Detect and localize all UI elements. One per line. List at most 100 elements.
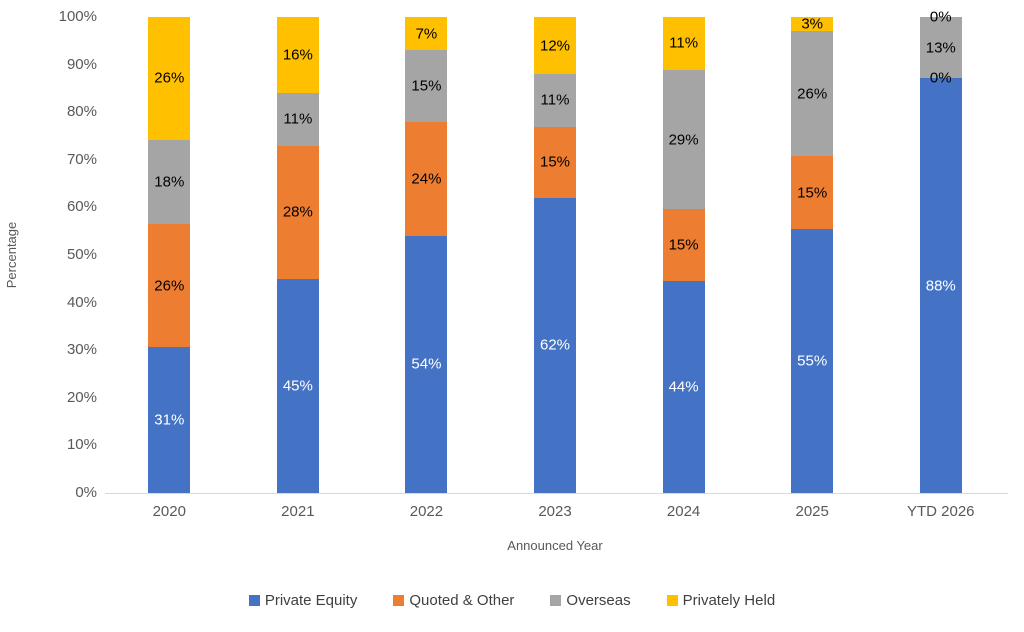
legend-item-privately-held: Privately Held [666,592,776,609]
bar-column-2025: 55% 15% 26% 3% [748,17,877,493]
data-label: 11% [540,91,570,109]
bar-column-ytd-2026: 88% 0% 13% 0% [876,10,1005,493]
stacked-bar-2020: 31% 26% 18% 26% [148,17,191,493]
segment-overseas: 15% [405,50,448,122]
bar-column-2024: 44% 15% 29% 11% [619,17,748,493]
data-label: 29% [668,131,699,149]
y-axis: 0% 10% 20% 30% 40% 50% 60% 70% 80% 90% 100% [0,9,97,501]
data-label: 15% [797,184,828,201]
data-label: 11% [283,110,313,128]
stacked-bar-2023: 62% 15% 11% 12% [534,17,577,493]
plot-area: 31% 26% 18% 26% 45% 28% 11% 16% 54% 24% 15% 7% 62% 15… [105,10,1005,493]
legend-item-quoted-other: Quoted & Other [393,592,514,609]
segment-overseas: 11% [534,74,577,127]
segment-privately-held: 7% [405,17,448,51]
segment-privately-held: 16% [276,17,319,94]
y-axis-tick-0-: 0% [75,484,97,501]
data-label: 12% [540,37,571,55]
x-axis-title: Announced Year [507,538,603,553]
data-label: 15% [411,77,442,95]
data-label: 88% [925,277,956,295]
y-axis-tick-90-: 90% [66,55,97,73]
segment-overseas: 13% [919,17,962,79]
bar-column-2023: 62% 15% 11% 12% [491,17,620,493]
legend-label: Private Equity [264,592,358,609]
x-axis-label-ytd-2026: YTD 2026 [906,503,975,520]
legend-swatch-overseas [550,595,562,606]
data-label: 26% [154,277,185,295]
data-label: 0% [929,69,952,87]
legend-label: Privately Held [682,592,776,609]
segment-privately-held: 3% [791,15,834,33]
legend: Private Equity Quoted & Other Overseas Priv… [0,592,1024,609]
legend-label: Quoted & Other [409,592,515,609]
segment-quoted-other: 15% [791,156,834,229]
data-label: 15% [668,236,699,254]
segment-privately-held: 12% [534,17,577,75]
x-axis-line [105,493,1008,494]
bar-column-2021: 45% 28% 11% 16% [234,17,363,493]
y-axis-tick-60-: 60% [66,198,97,216]
legend-item-overseas: Overseas [550,592,631,609]
stacked-bar-2022: 54% 24% 15% 7% [405,17,448,493]
data-label: 28% [282,203,313,221]
legend-item-private-equity: Private Equity [248,592,358,609]
segment-private-equity: 62% [534,197,577,493]
bar-column-2022: 54% 24% 15% 7% [362,17,491,493]
x-axis-label-2022: 2022 [409,503,444,520]
segment-private-equity: 88% [919,78,962,493]
segment-quoted-other: 26% [148,224,191,347]
segment-private-equity: 55% [791,228,834,493]
y-axis-tick-10-: 10% [66,436,97,454]
x-axis-label-2024: 2024 [666,503,701,520]
data-label: 7% [415,25,438,43]
x-axis-label-2023: 2023 [538,503,572,520]
segment-quoted-other: 15% [534,126,577,198]
data-label: 44% [668,378,699,396]
y-axis-tick-20-: 20% [66,388,97,406]
y-axis-tick-100-: 100% [58,8,97,25]
x-axis-label-2020: 2020 [152,503,186,520]
data-label: 3% [801,15,824,33]
segment-overseas: 26% [791,31,834,157]
legend-label: Overseas [566,592,631,609]
bars-container: 31% 26% 18% 26% 45% 28% 11% 16% 54% 24% 15% 7% 62% 15… [105,10,1005,493]
data-label: 0% [929,8,952,26]
segment-quoted-other: 15% [662,209,705,282]
data-label: 11% [669,34,699,52]
y-axis-tick-80-: 80% [66,103,97,121]
segment-privately-held: 26% [148,17,191,140]
legend-swatch-quoted-other [393,595,405,606]
bar-column-2020: 31% 26% 18% 26% [105,17,234,493]
segment-quoted-other: 24% [405,121,448,236]
segment-private-equity: 31% [148,346,191,493]
y-axis-tick-70-: 70% [66,150,97,168]
data-label: 26% [154,69,185,87]
data-label: 45% [282,377,313,395]
stacked-bar-ytd-2026: 88% 0% 13% 0% [919,10,962,493]
data-label: 16% [282,46,313,64]
x-axis-label-2025: 2025 [795,503,829,520]
stacked-bar-2021: 45% 28% 11% 16% [276,17,319,493]
x-axis-label-2021: 2021 [281,503,315,520]
segment-overseas: 29% [662,69,705,210]
data-label: 54% [411,355,442,373]
segment-private-equity: 54% [405,235,448,493]
data-label: 31% [154,411,185,429]
data-label: 55% [797,352,828,370]
segment-private-equity: 45% [276,278,319,493]
legend-swatch-privately-held [666,595,678,606]
y-axis-tick-30-: 30% [66,341,97,359]
stacked-bar-2024: 44% 15% 29% 11% [662,17,705,493]
y-axis-tick-40-: 40% [66,293,97,311]
data-label: 26% [797,85,828,103]
legend-swatch-private-equity [248,595,260,606]
segment-overseas: 18% [148,139,191,225]
data-label: 24% [411,170,442,188]
data-label: 13% [925,39,956,57]
segment-private-equity: 44% [662,281,705,493]
segment-quoted-other: 28% [276,145,319,279]
stacked-bar-2025: 55% 15% 26% 3% [791,15,834,493]
data-label: 15% [540,153,571,171]
